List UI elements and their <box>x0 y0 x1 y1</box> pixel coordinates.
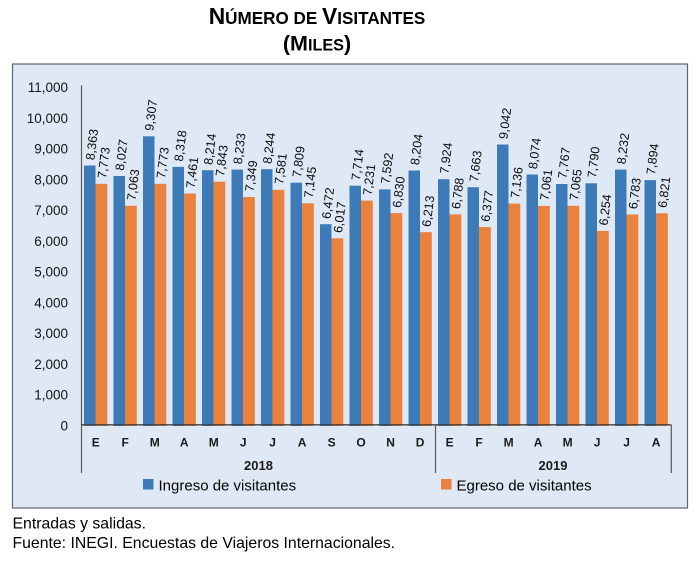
svg-text:11,000: 11,000 <box>28 80 68 95</box>
svg-text:8,074: 8,074 <box>526 137 544 170</box>
svg-text:7,349: 7,349 <box>243 160 261 193</box>
svg-text:6,000: 6,000 <box>34 234 68 249</box>
svg-text:8,027: 8,027 <box>113 139 131 172</box>
svg-text:8,233: 8,233 <box>231 132 249 165</box>
svg-text:8,214: 8,214 <box>201 133 219 166</box>
svg-text:M: M <box>504 436 514 450</box>
svg-text:2019: 2019 <box>539 458 568 473</box>
svg-text:7,773: 7,773 <box>95 146 113 179</box>
svg-text:Egreso de visitantes: Egreso de visitantes <box>457 478 592 495</box>
svg-text:7,231: 7,231 <box>361 163 379 196</box>
svg-text:8,204: 8,204 <box>408 133 426 166</box>
svg-text:6,783: 6,783 <box>626 177 644 210</box>
svg-text:J: J <box>269 436 276 450</box>
svg-text:6,213: 6,213 <box>420 195 438 228</box>
svg-text:7,767: 7,767 <box>555 147 573 180</box>
svg-text:M: M <box>150 436 160 450</box>
svg-text:8,363: 8,363 <box>83 128 101 161</box>
svg-text:9,307: 9,307 <box>142 99 160 132</box>
svg-text:2018: 2018 <box>244 458 273 473</box>
svg-text:7,714: 7,714 <box>349 148 367 181</box>
svg-text:6,377: 6,377 <box>479 190 497 223</box>
svg-text:7,843: 7,843 <box>213 144 231 177</box>
svg-text:7,461: 7,461 <box>184 156 202 189</box>
svg-text:8,000: 8,000 <box>34 172 68 187</box>
svg-text:E: E <box>92 436 100 450</box>
svg-text:M: M <box>209 436 219 450</box>
svg-text:7,663: 7,663 <box>467 150 485 183</box>
svg-text:8,232: 8,232 <box>614 132 632 165</box>
svg-text:9,000: 9,000 <box>34 142 68 157</box>
svg-text:7,581: 7,581 <box>272 152 290 185</box>
svg-text:9,042: 9,042 <box>496 107 514 140</box>
svg-text:E: E <box>446 436 454 450</box>
svg-text:Ingreso de visitantes: Ingreso de visitantes <box>159 478 297 495</box>
svg-text:7,063: 7,063 <box>125 168 143 201</box>
svg-text:6,821: 6,821 <box>656 176 674 209</box>
svg-text:S: S <box>328 436 336 450</box>
svg-text:(MILES): (MILES) <box>283 32 351 56</box>
svg-text:7,061: 7,061 <box>538 168 556 201</box>
svg-text:F: F <box>475 436 482 450</box>
svg-text:6,788: 6,788 <box>449 177 467 210</box>
svg-text:7,136: 7,136 <box>508 166 526 199</box>
svg-text:M: M <box>563 436 573 450</box>
svg-text:7,924: 7,924 <box>437 142 455 175</box>
svg-text:3,000: 3,000 <box>34 326 68 341</box>
svg-text:8,244: 8,244 <box>260 132 278 165</box>
svg-text:A: A <box>180 436 189 450</box>
svg-text:7,790: 7,790 <box>585 146 603 179</box>
svg-text:6,830: 6,830 <box>390 176 408 209</box>
svg-text:7,065: 7,065 <box>567 168 585 201</box>
svg-text:6,472: 6,472 <box>319 187 337 220</box>
svg-text:7,000: 7,000 <box>34 203 68 218</box>
svg-text:10,000: 10,000 <box>27 111 68 126</box>
svg-text:0: 0 <box>60 418 68 433</box>
svg-text:O: O <box>356 436 365 450</box>
svg-text:7,809: 7,809 <box>290 145 308 178</box>
svg-text:A: A <box>652 436 661 450</box>
svg-text:6,017: 6,017 <box>331 201 349 234</box>
svg-text:J: J <box>623 436 630 450</box>
svg-text:A: A <box>298 436 307 450</box>
svg-text:6,254: 6,254 <box>597 193 615 226</box>
svg-text:4,000: 4,000 <box>34 295 68 310</box>
svg-text:J: J <box>594 436 601 450</box>
svg-text:Entradas y salidas.: Entradas y salidas. <box>13 516 146 533</box>
svg-text:2,000: 2,000 <box>34 357 68 372</box>
svg-text:7,894: 7,894 <box>644 143 662 176</box>
svg-text:8,318: 8,318 <box>172 129 190 162</box>
svg-text:Fuente: INEGI. Encuestas de Vi: Fuente: INEGI. Encuestas de Viajeros Int… <box>13 535 396 552</box>
svg-text:1,000: 1,000 <box>34 388 68 403</box>
svg-text:7,773: 7,773 <box>154 146 172 179</box>
svg-text:A: A <box>534 436 543 450</box>
svg-text:5,000: 5,000 <box>34 265 68 280</box>
svg-text:D: D <box>416 436 425 450</box>
svg-text:7,592: 7,592 <box>378 152 396 185</box>
svg-text:N: N <box>386 436 395 450</box>
svg-text:J: J <box>240 436 247 450</box>
svg-text:NÚMERO DE VISITANTES: NÚMERO DE VISITANTES <box>209 3 426 29</box>
svg-text:7,145: 7,145 <box>302 166 320 199</box>
svg-text:F: F <box>122 436 129 450</box>
